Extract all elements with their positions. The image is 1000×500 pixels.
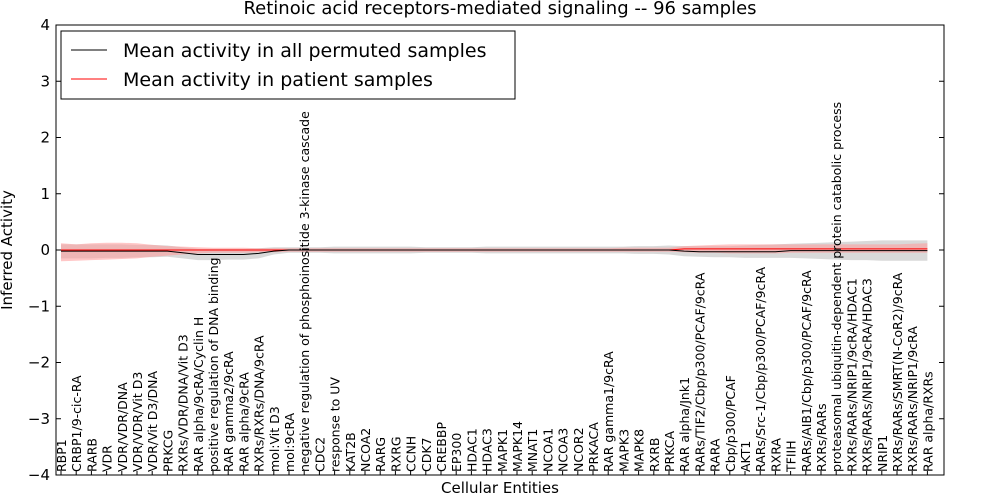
x-tick-label: KAT2B bbox=[343, 432, 358, 472]
x-tick-label: RAR alpha/RXRs bbox=[920, 371, 935, 472]
x-tick-label: HDAC1 bbox=[464, 428, 479, 472]
x-tick-label: RXRs/RARs/NRIP1/9cRA/HDAC3 bbox=[860, 278, 875, 472]
x-tick-label: CDK7 bbox=[419, 437, 434, 472]
x-tick-label: VDR/Vit D3/DNA bbox=[145, 371, 160, 472]
x-tick-label: RXRs/RARs/SMRT(N-CoR2)/9cRA bbox=[890, 272, 905, 472]
x-tick-label: RXRA bbox=[768, 438, 783, 472]
series-line-0 bbox=[61, 249, 928, 255]
x-tick-label: response to UV bbox=[328, 377, 343, 472]
x-tick-label: VDR/VDR/Vit D3 bbox=[130, 372, 145, 472]
x-tick-label: RAR gamma2/9cRA bbox=[221, 351, 236, 472]
x-tick-label: NCOA2 bbox=[358, 428, 373, 472]
x-tick-label: HDAC3 bbox=[480, 428, 495, 472]
y-tick-label: 4 bbox=[40, 16, 50, 34]
x-tick-label: Cbp/p300/PCAF bbox=[723, 375, 738, 472]
legend-label-patient: Mean activity in patient samples bbox=[123, 69, 433, 91]
x-tick-label: RXRs/RARs/NRIP1/9cRA bbox=[905, 326, 920, 472]
x-tick-label: mol:9cRA bbox=[282, 412, 297, 472]
x-tick-label: PRKCA bbox=[662, 431, 677, 472]
x-tick-label: CREBBP bbox=[434, 422, 449, 472]
x-tick-label: RXRs/VDR/DNA/Vit D3 bbox=[176, 334, 191, 472]
x-tick-label: RAR alpha/9cRA/Cyclin H bbox=[191, 317, 206, 472]
x-tick-label: negative regulation of phosphoinositide … bbox=[297, 111, 312, 472]
chart-title: Retinoic acid receptors-mediated signali… bbox=[243, 0, 756, 19]
x-tick-label: mol:Vit D3 bbox=[267, 406, 282, 472]
x-tick-label: RXRs/RARs bbox=[814, 403, 829, 472]
x-tick-label: RARA bbox=[708, 438, 723, 472]
y-tick-label: 3 bbox=[40, 72, 50, 90]
x-tick-label: PRKCG bbox=[160, 430, 175, 472]
x-tick-label: CCNH bbox=[404, 436, 419, 472]
x-tick-label: RARs/TIF2/Cbp/p300/PCAF/9cRA bbox=[692, 272, 707, 472]
x-axis-label: Cellular Entities bbox=[441, 479, 559, 497]
series-band-1 bbox=[61, 242, 928, 262]
y-tick-label: −3 bbox=[28, 410, 50, 428]
x-tick-label: NRIP1 bbox=[875, 435, 890, 472]
x-tick-label: EP300 bbox=[449, 433, 464, 472]
x-tick-label: VDR bbox=[100, 445, 115, 472]
x-tick-label: RAR gamma1/9cRA bbox=[601, 351, 616, 472]
x-tick-label: NCOR2 bbox=[571, 427, 586, 472]
x-tick-label: PRKACA bbox=[586, 422, 601, 472]
y-tick-label: −2 bbox=[28, 354, 50, 372]
legend: Mean activity in all permuted samples Me… bbox=[60, 30, 516, 100]
x-tick-label: AKT1 bbox=[738, 441, 753, 472]
x-tick-label: RBP1 bbox=[54, 439, 69, 472]
legend-label-permuted: Mean activity in all permuted samples bbox=[123, 40, 486, 62]
x-tick-label: RARG bbox=[373, 437, 388, 472]
x-tick-label: RARs/AIB1/Cbp/p300/PCAF/9cRA bbox=[799, 270, 814, 472]
y-tick-label: −4 bbox=[28, 466, 50, 484]
x-tick-label: CRBP1/9-cic-RA bbox=[69, 375, 84, 472]
y-axis-label: Inferred Activity bbox=[0, 190, 16, 310]
legend-box bbox=[60, 30, 516, 100]
x-tick-label: VDR/VDR/DNA bbox=[115, 382, 130, 472]
y-tick-label: 1 bbox=[40, 185, 50, 203]
x-tick-label: TFIIH bbox=[784, 440, 799, 473]
x-tick-label: NCOA1 bbox=[540, 428, 555, 472]
x-tick-label: RARB bbox=[84, 438, 99, 472]
x-tick-label: CDC2 bbox=[312, 437, 327, 472]
y-tick-label: 2 bbox=[40, 129, 50, 147]
x-tick-label: RARs/Src-1/Cbp/p300/PCAF/9cRA bbox=[753, 266, 768, 472]
x-tick-label: RXRB bbox=[647, 437, 662, 472]
x-tick-label: RAR alpha/9cRA bbox=[236, 372, 251, 472]
x-tick-label: MAPK14 bbox=[510, 421, 525, 472]
x-tick-label: NCOA3 bbox=[556, 428, 571, 472]
x-tick-label: RXRs/RARs/NRIP1/9cRA/HDAC1 bbox=[844, 278, 859, 472]
x-tick-label: MNAT1 bbox=[525, 429, 540, 472]
x-tick-label: RXRG bbox=[388, 436, 403, 472]
y-tick-label: 0 bbox=[40, 241, 50, 259]
y-tick-label: −1 bbox=[28, 297, 50, 315]
x-tick-label: positive regulation of DNA binding bbox=[206, 257, 221, 472]
x-tick-label: MAPK3 bbox=[616, 429, 631, 472]
x-tick-label: proteasomal ubiquitin-dependent protein … bbox=[829, 102, 844, 472]
x-tick-label: MAPK1 bbox=[495, 429, 510, 472]
x-tick-label: MAPK8 bbox=[632, 429, 647, 472]
x-tick-label: RAR alpha/Jnk1 bbox=[677, 377, 692, 472]
x-tick-label: RXRs/RXRs/DNA/9cRA bbox=[252, 335, 267, 472]
